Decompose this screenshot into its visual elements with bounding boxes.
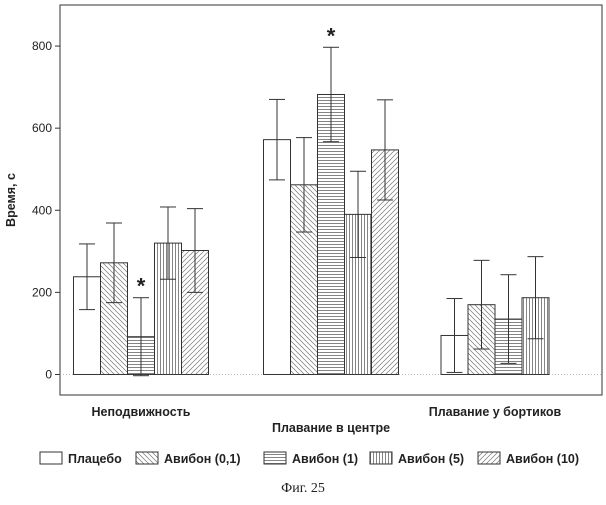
legend-label: Авибон (1) (292, 452, 358, 466)
plot-frame (59, 4, 603, 396)
legend-swatch (263, 451, 287, 465)
y-tick-label: 200 (32, 285, 52, 299)
x-axis-label: Плавание в центре (272, 421, 390, 435)
legend-label: Авибон (10) (506, 452, 579, 466)
legend-swatch (135, 451, 159, 465)
legend-label: Авибон (5) (398, 452, 464, 466)
bars-group: ** (73, 23, 550, 377)
category-labels: Неподвижность Плавание у бортиков (92, 405, 562, 419)
legend-swatch (369, 451, 393, 465)
category-label: Неподвижность (92, 405, 191, 419)
y-tick-label: 400 (32, 203, 52, 217)
significance-marker: * (327, 23, 336, 48)
category-label: Плавание у бортиков (429, 405, 562, 419)
significance-marker: * (137, 274, 146, 299)
legend-swatch (39, 451, 63, 465)
legend-label: Авибон (0,1) (164, 452, 240, 466)
y-axis: 0 200 400 600 800 (32, 39, 60, 381)
legend-swatch (477, 451, 501, 465)
figure-caption: Фиг. 25 (281, 481, 325, 496)
y-tick-label: 800 (32, 39, 52, 53)
legend-label: Плацебо (68, 452, 122, 466)
y-axis-label: Время, с (4, 173, 18, 227)
legend: Плацебо Авибон (0,1) Авибон (1) Авибон (5) А… (39, 451, 579, 466)
y-tick-label: 0 (45, 367, 52, 381)
y-tick-label: 600 (32, 121, 52, 135)
